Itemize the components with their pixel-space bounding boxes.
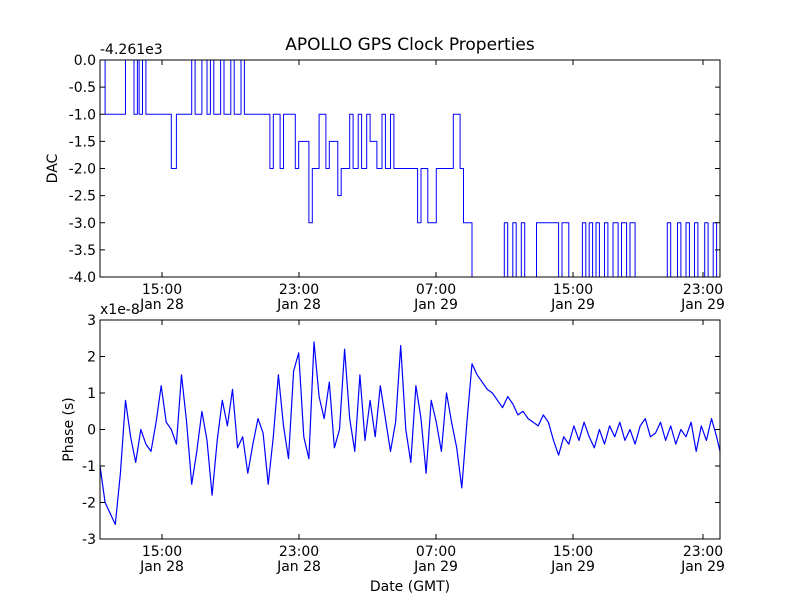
dac-ytick-label: -4.0 xyxy=(69,270,96,286)
dac-offset-label: -4.261e3 xyxy=(100,42,163,58)
phase-xtick-time: 07:00 xyxy=(416,544,456,560)
figure-title: APOLLO GPS Clock Properties xyxy=(285,35,535,55)
phase-xtick-time: 15:00 xyxy=(553,544,593,560)
dac-ytick-label: -3.0 xyxy=(69,216,96,232)
phase-ytick-label: 0 xyxy=(87,423,96,439)
dac-xtick-date: Jan 29 xyxy=(413,297,458,313)
dac-ytick-label: -0.5 xyxy=(69,80,96,96)
phase-ytick-label: -1 xyxy=(82,459,96,475)
dac-xtick-time: 15:00 xyxy=(142,282,182,298)
phase-xtick-date: Jan 28 xyxy=(139,559,184,575)
phase-xtick-date: Jan 29 xyxy=(680,559,725,575)
dac-xtick-date: Jan 29 xyxy=(680,297,725,313)
dac-xtick-time: 15:00 xyxy=(553,282,593,298)
phase-ytick-label: -3 xyxy=(82,532,96,548)
phase-plot-area xyxy=(100,320,720,539)
dac-xtick-time: 07:00 xyxy=(416,282,456,298)
dac-ytick-label: -3.5 xyxy=(69,243,96,259)
phase-series-line xyxy=(99,341,721,525)
phase-offset-label: x1e-8 xyxy=(100,302,140,318)
phase-xtick-time: 15:00 xyxy=(142,544,182,560)
dac-xtick-date: Jan 29 xyxy=(550,297,595,313)
phase-xtick-date: Jan 28 xyxy=(276,559,321,575)
phase-ytick-label: -2 xyxy=(82,496,96,512)
phase-ytick-label: 3 xyxy=(87,313,96,329)
phase-ytick-label: 1 xyxy=(87,386,96,402)
dac-ylabel: DAC xyxy=(45,153,61,183)
phase-ylabel: Phase (s) xyxy=(61,397,77,461)
phase-ytick-label: 2 xyxy=(87,350,96,366)
dac-xtick-date: Jan 28 xyxy=(139,297,184,313)
dac-xtick-time: 23:00 xyxy=(279,282,319,298)
dac-ytick-label: 0.0 xyxy=(74,53,96,69)
dac-xtick-time: 23:00 xyxy=(683,282,723,298)
dac-xtick-date: Jan 28 xyxy=(276,297,321,313)
phase-xtick-date: Jan 29 xyxy=(413,559,458,575)
dac-ytick-label: -2.0 xyxy=(69,162,96,178)
dac-ytick-label: -1.5 xyxy=(69,134,96,150)
phase-xtick-time: 23:00 xyxy=(279,544,319,560)
dac-panel: 0.0 -0.5 -1.0 -1.5 -2.0 -2.5 -3.0 -3.5 -4.0 15:00… xyxy=(45,42,725,313)
phase-xtick-time: 23:00 xyxy=(683,544,723,560)
phase-xtick-date: Jan 29 xyxy=(550,559,595,575)
dac-ytick-label: -2.5 xyxy=(69,189,96,205)
phase-xlabel: Date (GMT) xyxy=(370,579,450,595)
dac-ytick-label: -1.0 xyxy=(69,107,96,123)
